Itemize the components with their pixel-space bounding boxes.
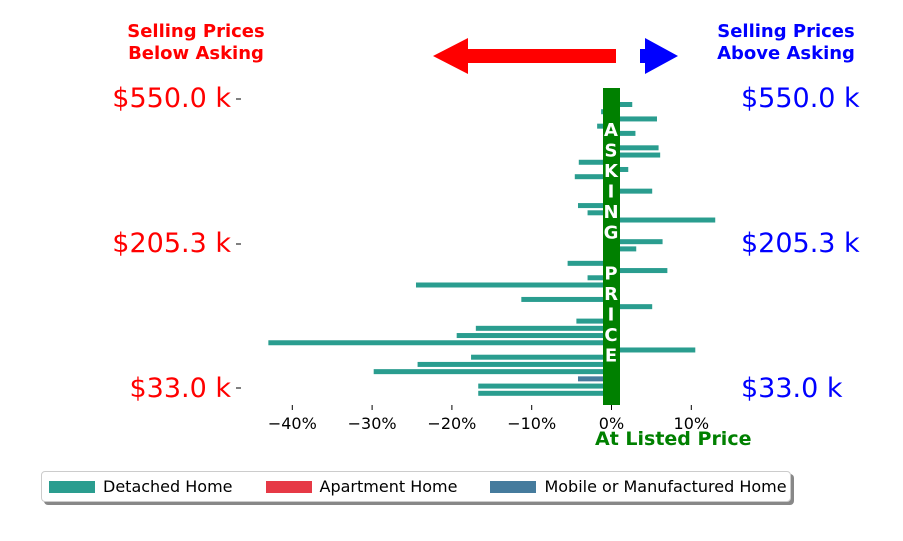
band-letter-7: P: [604, 264, 617, 285]
bar-7: [611, 152, 661, 158]
bar-40: [478, 390, 612, 396]
price-right-top: $550.0 k: [741, 83, 860, 114]
bar-24: [587, 275, 612, 281]
bar-22: [567, 260, 612, 266]
legend-item-mobile: Mobile or Manufactured Home: [490, 477, 787, 496]
title-below-asking-line1: Selling Prices: [127, 21, 265, 42]
title-above-asking-line1: Selling Prices: [717, 21, 855, 42]
title-above-asking: Selling Prices Above Asking: [690, 21, 882, 65]
bar-27: [521, 296, 612, 302]
bar-14: [577, 203, 612, 209]
arrow-left-icon: [433, 38, 616, 74]
bar-25: [415, 282, 612, 288]
band-letter-8: R: [604, 284, 618, 305]
price-right-bottom: $33.0 k: [741, 373, 843, 404]
bar-8: [578, 159, 612, 165]
bar-32: [456, 333, 612, 339]
asking-price-band: [603, 88, 620, 405]
bar-6: [611, 145, 659, 151]
bar-33: [268, 340, 612, 346]
bar-15: [587, 210, 612, 216]
x-tick-label-0: −40%: [268, 414, 317, 433]
x-axis: −40% −30% −20% −10% 0% 10%: [268, 405, 709, 433]
bars-layer: [268, 102, 716, 396]
legend-label-apartment: Apartment Home: [319, 477, 458, 496]
legend-swatch-apartment: [265, 480, 312, 493]
bar-0: [611, 102, 633, 107]
legend-label-mobile: Mobile or Manufactured Home: [544, 477, 787, 496]
band-letter-11: E: [605, 346, 617, 367]
legend-item-detached: Detached Home: [49, 477, 233, 496]
bar-16: [611, 217, 716, 223]
bar-34: [611, 347, 696, 353]
title-below-asking-line2: Below Asking: [128, 43, 264, 64]
bar-39: [478, 383, 612, 389]
bar-28: [611, 304, 653, 310]
legend-item-apartment: Apartment Home: [265, 477, 458, 496]
bar-10: [574, 174, 612, 180]
bar-20: [611, 246, 637, 252]
bar-19: [611, 239, 663, 245]
bar-35: [471, 354, 612, 360]
band-letter-1: S: [605, 141, 618, 162]
band-letter-5: G: [604, 223, 619, 244]
arrow-right-icon: [640, 38, 678, 74]
bar-12: [611, 188, 653, 194]
x-tick-label-2: −20%: [427, 414, 476, 433]
bar-4: [611, 130, 636, 136]
band-letter-2: K: [604, 161, 619, 182]
price-left-mid: $205.3 k: [112, 228, 231, 259]
bar-36: [417, 361, 612, 367]
price-left-bottom: $33.0 k: [129, 373, 231, 404]
legend-label-detached: Detached Home: [103, 477, 233, 496]
x-tick-label-4: 0%: [599, 414, 624, 433]
band-letter-10: C: [604, 325, 617, 346]
price-left-top: $550.0 k: [112, 83, 231, 114]
bar-38: [577, 376, 612, 382]
x-tick-label-3: −10%: [507, 414, 556, 433]
x-tick-label-5: 10%: [674, 414, 710, 433]
at-listed-price-label: At Listed Price: [595, 428, 752, 450]
band-letter-0: A: [604, 120, 618, 141]
bar-23: [611, 268, 668, 274]
legend-swatch-mobile: [490, 480, 537, 493]
bar-37: [373, 369, 612, 375]
x-tick-label-1: −30%: [348, 414, 397, 433]
bar-31: [475, 325, 612, 331]
price-right-mid: $205.3 k: [741, 228, 860, 259]
band-letter-3: I: [608, 182, 615, 203]
bar-2: [611, 116, 657, 122]
band-letter-9: I: [608, 305, 615, 326]
legend: Detached Home Apartment Home Mobile or M…: [41, 471, 791, 502]
bar-30: [576, 318, 612, 324]
title-below-asking: Selling Prices Below Asking: [100, 21, 292, 65]
band-letter-4: N: [603, 202, 618, 223]
title-above-asking-line2: Above Asking: [717, 43, 855, 64]
legend-swatch-detached: [49, 480, 95, 493]
